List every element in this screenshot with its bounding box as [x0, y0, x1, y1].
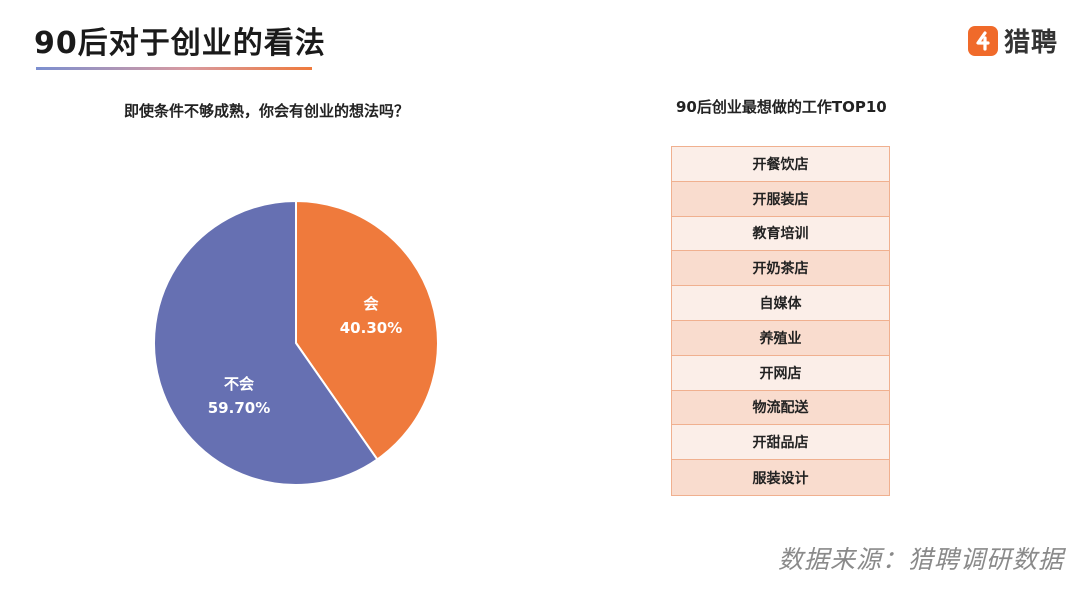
top10-row: 养殖业: [672, 320, 889, 356]
top10-row: 教育培训: [672, 216, 889, 252]
pie-chart: 会 40.30% 不会 59.70%: [150, 197, 442, 489]
pie-chart-title: 即使条件不够成熟，你会有创业的想法吗？: [124, 102, 410, 120]
page-title: 90后对于创业的看法: [34, 26, 326, 61]
top10-row: 开奶茶店: [672, 251, 889, 287]
slice-label-yes: 会 40.30%: [311, 292, 431, 340]
pie-slice-1: [153, 199, 379, 486]
slice-value-yes: 40.30%: [339, 319, 403, 337]
pie-chart-svg: [153, 199, 439, 486]
liepin-logo-icon: [967, 25, 998, 56]
slice-value-no: 59.70%: [207, 399, 271, 417]
title-underline: [36, 67, 312, 70]
brand-logo: 猎聘: [967, 22, 1058, 59]
top10-table: 开餐饮店 开服装店 教育培训 开奶茶店 自媒体 养殖业 开网店 物流配送 开甜品…: [671, 146, 890, 496]
brand-name: 猎聘: [1003, 28, 1058, 58]
top10-row: 开餐饮店: [672, 147, 889, 182]
slice-name-yes: 会: [363, 295, 379, 313]
top10-row: 服装设计: [672, 460, 889, 495]
top10-row: 开服装店: [672, 181, 889, 217]
top10-row: 开甜品店: [672, 425, 889, 461]
slice-name-no: 不会: [223, 375, 254, 393]
top10-title: 90后创业最想做的工作TOP10: [676, 98, 887, 116]
data-source: 数据来源：猎聘调研数据: [777, 545, 1064, 574]
top10-row: 自媒体: [672, 286, 889, 321]
top10-row: 物流配送: [672, 390, 889, 426]
slice-label-no: 不会 59.70%: [179, 372, 299, 420]
top10-row: 开网店: [672, 355, 889, 391]
pie-slice-0: [295, 199, 439, 461]
